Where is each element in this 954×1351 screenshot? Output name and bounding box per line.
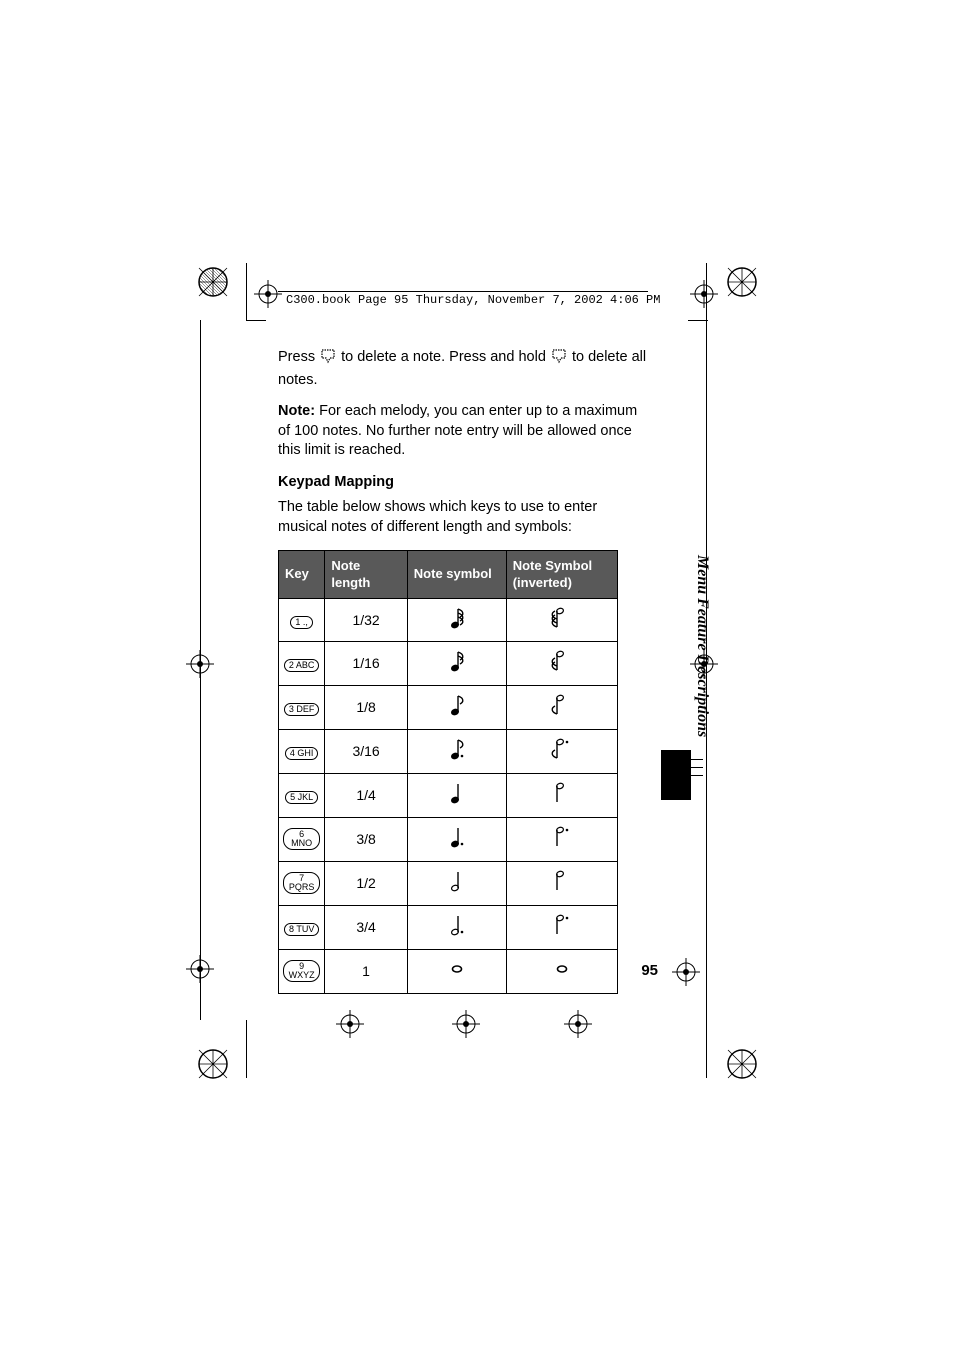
- length-cell: 1/4: [325, 774, 407, 818]
- col-key: Key: [279, 550, 325, 598]
- softkey-icon: [550, 348, 568, 371]
- keypad-key-icon: 6 MNO: [283, 828, 320, 850]
- max-notes-note: Note: For each melody, you can enter up …: [278, 402, 648, 461]
- page-content: Press to delete a note. Press and hold t…: [278, 348, 648, 994]
- note-inverted-cell: [506, 686, 617, 730]
- header-rule: [278, 291, 648, 292]
- crosshair-icon: [672, 958, 700, 986]
- note-label: Note:: [278, 403, 315, 419]
- note-symbol-cell: [407, 686, 506, 730]
- note-inverted-cell: [506, 861, 617, 905]
- table-row: 6 MNO 3/8: [279, 818, 618, 862]
- note-inverted-cell: [506, 905, 617, 949]
- col-symbol: Note symbol: [407, 550, 506, 598]
- note-symbol-cell: [407, 774, 506, 818]
- delete-note-paragraph: Press to delete a note. Press and hold t…: [278, 348, 648, 390]
- key-cell: 4 GHI: [279, 730, 325, 774]
- crop-line: [706, 1020, 707, 1078]
- reg-mark-icon: [197, 1036, 241, 1080]
- crosshair-icon: [336, 1010, 364, 1038]
- length-cell: 1/32: [325, 598, 407, 642]
- length-cell: 3/16: [325, 730, 407, 774]
- key-cell: 6 MNO: [279, 818, 325, 862]
- note-inverted-cell: [506, 642, 617, 686]
- crosshair-icon: [254, 280, 282, 308]
- section-label: Menu Feature Descriptions: [693, 555, 711, 737]
- keypad-key-icon: 8 TUV: [284, 923, 319, 936]
- table-row: 4 GHI 3/16: [279, 730, 618, 774]
- page-number: 95: [641, 962, 658, 979]
- keypad-key-icon: 3 DEF: [284, 703, 320, 716]
- key-cell: 2 ABC: [279, 642, 325, 686]
- crop-line: [706, 263, 707, 321]
- book-header: C300.book Page 95 Thursday, November 7, …: [286, 293, 660, 307]
- table-row: 9 WXYZ 1: [279, 949, 618, 993]
- keypad-key-icon: 5 JKL: [285, 791, 318, 804]
- crop-line: [246, 263, 247, 321]
- key-cell: 9 WXYZ: [279, 949, 325, 993]
- note-inverted-cell: [506, 949, 617, 993]
- note-symbol-cell: [407, 598, 506, 642]
- crosshair-icon: [452, 1010, 480, 1038]
- table-row: 8 TUV 3/4: [279, 905, 618, 949]
- note-symbol-cell: [407, 642, 506, 686]
- softkey-icon: [319, 348, 337, 371]
- note-symbol-cell: [407, 949, 506, 993]
- key-cell: 5 JKL: [279, 774, 325, 818]
- crop-line: [688, 320, 708, 321]
- thumb-tab-lines: [679, 758, 709, 782]
- note-symbol-cell: [407, 818, 506, 862]
- note-inverted-cell: [506, 598, 617, 642]
- reg-mark-icon: [714, 266, 758, 310]
- note-symbol-cell: [407, 730, 506, 774]
- keypad-mapping-heading: Keypad Mapping: [278, 473, 648, 493]
- note-symbol-cell: [407, 861, 506, 905]
- length-cell: 1/8: [325, 686, 407, 730]
- crosshair-icon: [564, 1010, 592, 1038]
- note-inverted-cell: [506, 818, 617, 862]
- length-cell: 1/16: [325, 642, 407, 686]
- reg-mark-icon: [197, 266, 241, 310]
- keypad-key-icon: 2 ABC: [284, 659, 320, 672]
- table-row: 2 ABC 1/16: [279, 642, 618, 686]
- keypad-key-icon: 9 WXYZ: [283, 960, 320, 982]
- length-cell: 1/2: [325, 861, 407, 905]
- note-inverted-cell: [506, 774, 617, 818]
- length-cell: 3/4: [325, 905, 407, 949]
- keypad-mapping-table: Key Note length Note symbol Note Symbol …: [278, 550, 618, 994]
- keypad-mapping-intro: The table below shows which keys to use …: [278, 498, 648, 537]
- key-cell: 7 PQRS: [279, 861, 325, 905]
- keypad-key-icon: 7 PQRS: [283, 872, 320, 894]
- crop-line: [246, 1020, 247, 1078]
- note-symbol-cell: [407, 905, 506, 949]
- note-inverted-cell: [506, 730, 617, 774]
- keypad-key-icon: 1 .,: [290, 616, 313, 629]
- key-cell: 3 DEF: [279, 686, 325, 730]
- table-row: 1 ., 1/32: [279, 598, 618, 642]
- col-length: Note length: [325, 550, 407, 598]
- length-cell: 1: [325, 949, 407, 993]
- col-inverted: Note Symbol (inverted): [506, 550, 617, 598]
- keypad-key-icon: 4 GHI: [285, 747, 319, 760]
- key-cell: 1 .,: [279, 598, 325, 642]
- crop-line: [200, 320, 201, 1020]
- crop-line: [246, 320, 266, 321]
- table-row: 7 PQRS 1/2: [279, 861, 618, 905]
- key-cell: 8 TUV: [279, 905, 325, 949]
- table-row: 5 JKL 1/4: [279, 774, 618, 818]
- reg-mark-icon: [714, 1036, 758, 1080]
- length-cell: 3/8: [325, 818, 407, 862]
- table-row: 3 DEF 1/8: [279, 686, 618, 730]
- crosshair-icon: [690, 280, 718, 308]
